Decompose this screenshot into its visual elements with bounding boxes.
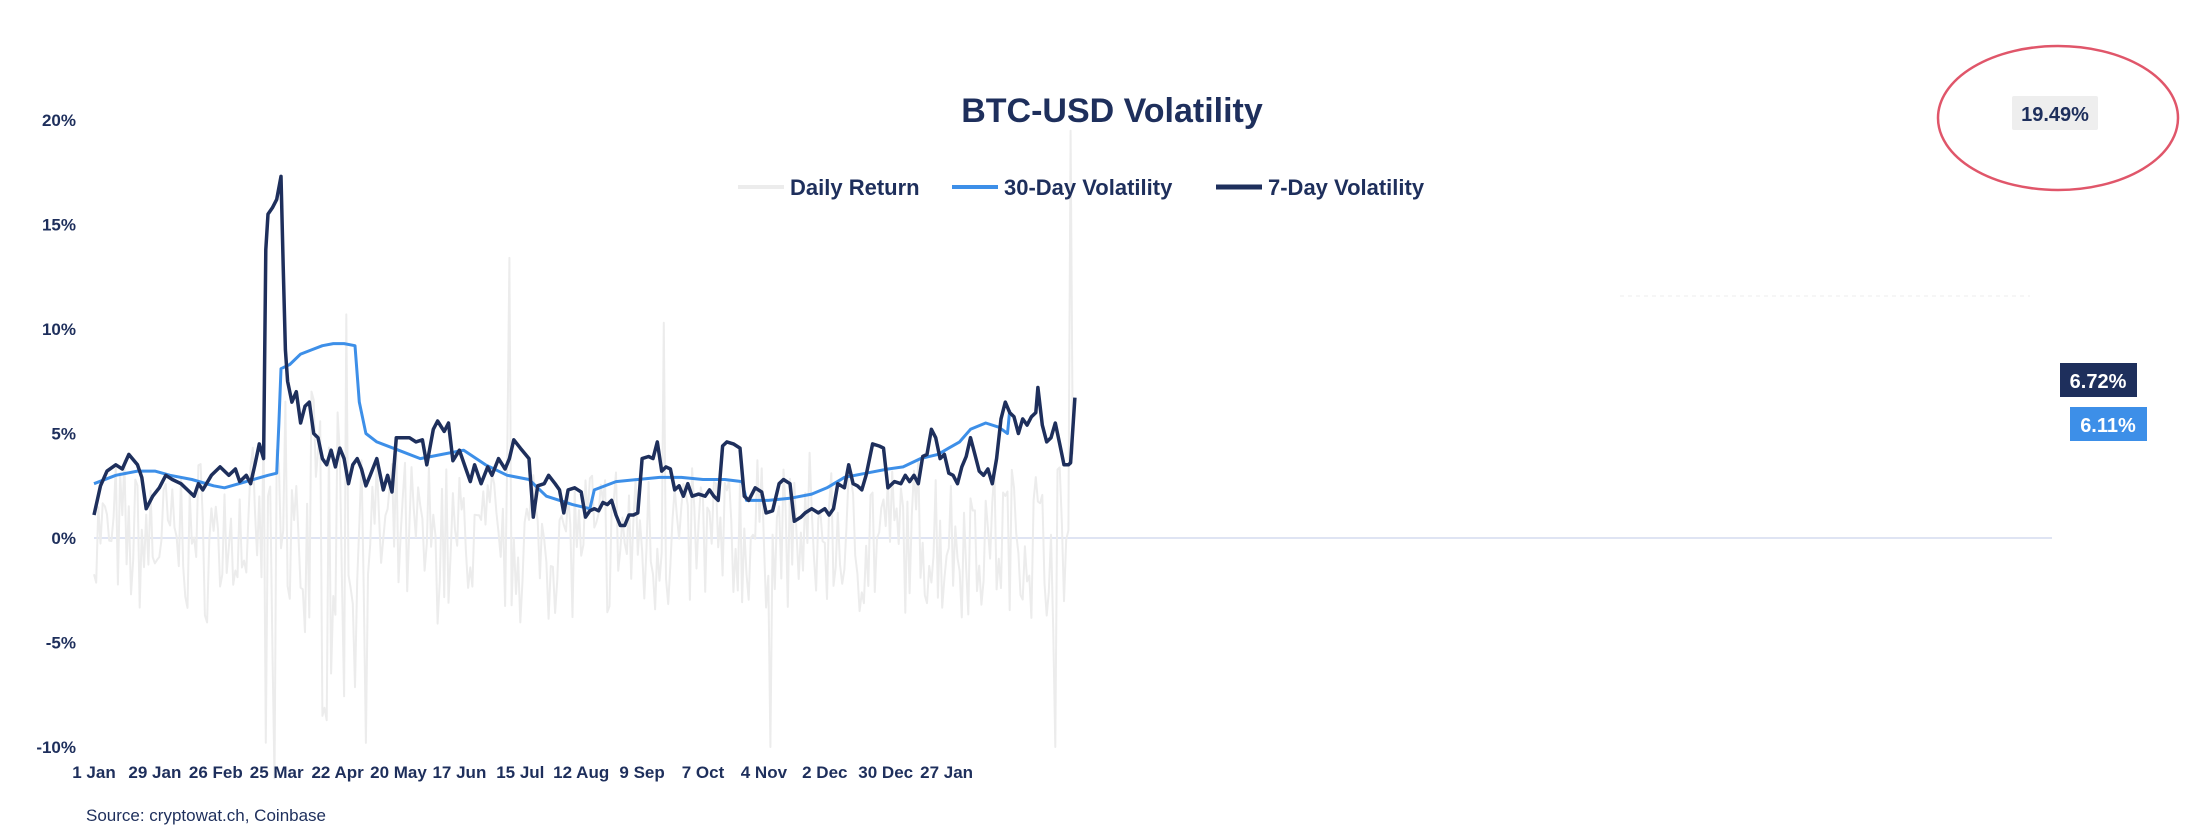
x-tick-label: 4 Nov [741,763,788,782]
y-tick-label: -10% [36,738,76,757]
x-tick-label: 29 Jan [128,763,181,782]
legend-label-daily-return: Daily Return [790,175,920,200]
last-vol30-label: 6.11% [2080,415,2136,437]
y-tick-label: 20% [42,111,76,130]
x-tick-label: 30 Dec [858,763,913,782]
x-tick-label: 26 Feb [189,763,243,782]
vol30-line [93,342,1012,511]
y-tick-label: 10% [42,320,76,339]
chart-title: BTC-USD Volatility [961,92,1263,130]
y-tick-label: 0% [51,529,76,548]
x-tick-label: 25 Mar [250,763,304,782]
last-vol7-label: 6.72% [2070,371,2127,393]
legend: Daily Return 30-Day Volatility 7-Day Vol… [738,175,1425,200]
y-tick-label: 15% [42,216,76,235]
vol7-line [92,174,1077,528]
peak-highlight-circle [1936,44,2180,192]
x-tick-label: 17 Jun [432,763,486,782]
x-tick-label: 15 Jul [496,763,544,782]
peak-return-label: 19.49% [2021,104,2089,126]
y-tick-label: -5% [46,634,76,653]
y-tick-label: 5% [51,425,76,444]
x-tick-label: 20 May [370,763,427,782]
x-tick-label: 7 Oct [682,763,725,782]
x-tick-label: 12 Aug [553,763,609,782]
x-tick-label: 27 Jan [920,763,973,782]
legend-label-30-day: 30-Day Volatility [1004,175,1173,200]
last-vol30-badge [2070,407,2147,441]
daily-return-line [93,129,1074,780]
x-tick-label: 2 Dec [802,763,847,782]
x-tick-label: 1 Jan [72,763,115,782]
legend-label-7-day: 7-Day Volatility [1268,175,1425,200]
peak-label-background [2012,96,2098,130]
last-vol7-badge [2060,363,2137,397]
x-tick-label: 9 Sep [619,763,664,782]
x-tick-label: 22 Apr [311,763,364,782]
source-note: Source: cryptowat.ch, Coinbase [86,806,326,825]
